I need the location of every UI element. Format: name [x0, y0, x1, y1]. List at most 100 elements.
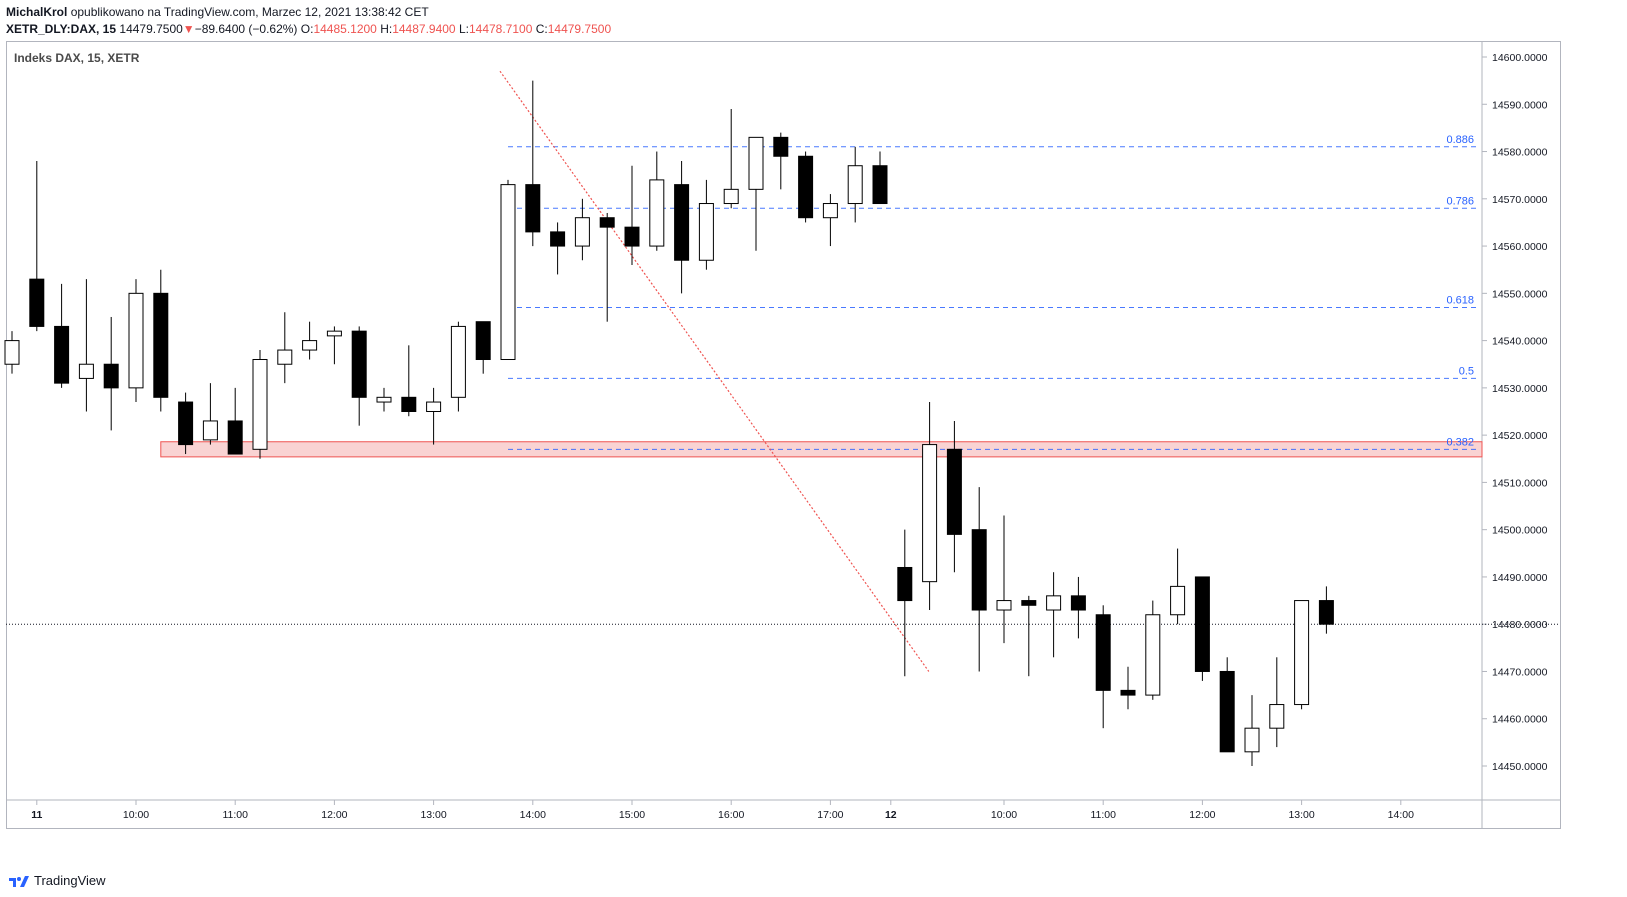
candle-body-bullish[interactable] [1145, 614, 1161, 696]
candle-body-bearish[interactable] [550, 231, 566, 247]
candle-body-bearish[interactable] [624, 226, 640, 247]
y-tick-label: 14490.0000 [1492, 572, 1548, 584]
candle-body-bullish[interactable] [1170, 585, 1186, 616]
y-tick-label: 14510.0000 [1492, 477, 1548, 489]
candle-body-bearish[interactable] [54, 325, 70, 384]
candle-body-bullish[interactable] [302, 340, 318, 351]
low-label: L: [458, 22, 469, 36]
candle-body-bearish[interactable] [351, 330, 367, 398]
candle-body-bearish[interactable] [674, 184, 690, 261]
author-name[interactable]: MichalKrol [6, 5, 68, 19]
y-tick-label: 14460.0000 [1492, 714, 1548, 726]
candle-body-bearish[interactable] [525, 184, 541, 233]
candle-body-bearish[interactable] [103, 363, 119, 389]
candle-body-bullish[interactable] [426, 401, 442, 412]
candle-body-bullish[interactable] [128, 292, 144, 389]
candle-body-bullish[interactable] [4, 340, 20, 365]
trendline[interactable] [499, 70, 930, 672]
x-tick-label: 13:00 [1288, 809, 1314, 821]
y-tick-label: 14500.0000 [1492, 525, 1548, 537]
candle-body-bearish[interactable] [1095, 614, 1111, 691]
fib-level-label: 0.786 [1446, 195, 1474, 207]
candle-body-bearish[interactable] [29, 278, 45, 327]
tradingview-logo[interactable]: TradingView [8, 873, 106, 888]
candle-body-bearish[interactable] [946, 448, 962, 535]
candle-body-bearish[interactable] [971, 529, 987, 611]
publish-date: opublikowano na TradingView.com, Marzec … [70, 5, 429, 19]
ohlc-legend: XETR_DLY:DAX, 15 14479.7500▼−89.6400 (−0… [6, 22, 611, 36]
candle-body-bullish[interactable] [500, 184, 516, 361]
candle-body-bearish[interactable] [599, 217, 615, 228]
x-tick-label: 14:00 [520, 809, 546, 821]
x-tick-label: 12 [885, 809, 897, 821]
candle-body-bearish[interactable] [1070, 595, 1086, 611]
candle-body-bearish[interactable] [773, 136, 789, 157]
candle-body-bullish[interactable] [822, 203, 838, 219]
candle-body-bullish[interactable] [326, 330, 342, 337]
candle-body-bearish[interactable] [475, 321, 491, 361]
high-value: 14487.9400 [392, 22, 456, 36]
candle-body-bullish[interactable] [723, 188, 739, 205]
candle-body-bullish[interactable] [450, 325, 466, 398]
x-tick-label: 12:00 [1189, 809, 1215, 821]
fib-level-label: 0.618 [1446, 295, 1474, 307]
candle-body-bullish[interactable] [922, 444, 938, 583]
brand-name: TradingView [34, 873, 106, 888]
candle-body-bearish[interactable] [798, 155, 814, 219]
candle-body-bullish[interactable] [649, 179, 665, 247]
candle-body-bearish[interactable] [1318, 600, 1334, 625]
candle-body-bullish[interactable] [1244, 727, 1260, 753]
chart-frame [6, 41, 1561, 829]
candle-body-bullish[interactable] [574, 217, 590, 247]
y-tick-label: 14520.0000 [1492, 430, 1548, 442]
fib-level-label: 0.886 [1446, 134, 1474, 146]
candle-body-bullish[interactable] [78, 363, 94, 379]
candle-body-bearish[interactable] [1021, 600, 1037, 606]
candle-body-bullish[interactable] [277, 349, 293, 365]
y-tick-label: 14470.0000 [1492, 666, 1548, 678]
y-tick-label: 14570.0000 [1492, 194, 1548, 206]
candle-body-bearish[interactable] [897, 566, 913, 602]
close-value: 14479.7500 [547, 22, 612, 36]
candle-body-bearish[interactable] [227, 420, 243, 455]
y-tick-label: 14600.0000 [1492, 52, 1548, 64]
candle-body-bearish[interactable] [178, 401, 194, 446]
candle-body-bullish[interactable] [748, 136, 764, 190]
candle-body-bullish[interactable] [1294, 600, 1310, 706]
y-tick-label: 14550.0000 [1492, 288, 1548, 300]
support-zone[interactable] [160, 441, 1483, 458]
low-value: 14478.7100 [468, 22, 533, 36]
fib-level-label: 0.382 [1446, 436, 1474, 448]
candle-body-bullish[interactable] [698, 203, 714, 261]
candle-body-bearish[interactable] [401, 396, 417, 413]
x-tick-label: 10:00 [991, 809, 1017, 821]
y-tick-label: 14530.0000 [1492, 383, 1548, 395]
publish-info: MichalKrol opublikowano na TradingView.c… [6, 5, 429, 19]
candle-body-bearish[interactable] [153, 292, 169, 398]
candle-body-bullish[interactable] [376, 396, 392, 403]
x-tick-label: 17:00 [817, 809, 843, 821]
candle-body-bearish[interactable] [1219, 670, 1235, 753]
x-tick-label: 14:00 [1388, 809, 1414, 821]
tradingview-logo-icon [8, 874, 30, 888]
candle-body-bullish[interactable] [996, 600, 1012, 611]
candle-body-bullish[interactable] [202, 420, 218, 441]
x-tick-label: 16:00 [718, 809, 744, 821]
candle-body-bullish[interactable] [1046, 595, 1062, 611]
open-label: O: [300, 22, 314, 36]
y-tick-label: 14480.0000 [1492, 619, 1548, 631]
down-arrow-icon: ▼ [182, 22, 195, 36]
candle-body-bullish[interactable] [847, 165, 863, 205]
x-tick-label: 11 [31, 809, 42, 821]
candle-body-bearish[interactable] [1194, 576, 1210, 672]
x-tick-label: 13:00 [420, 809, 446, 821]
y-tick-label: 14560.0000 [1492, 241, 1548, 253]
candle-body-bearish[interactable] [1120, 689, 1136, 696]
symbol-label: XETR_DLY:DAX, 15 [6, 22, 117, 36]
candle-body-bullish[interactable] [252, 359, 268, 450]
candle-body-bearish[interactable] [872, 165, 888, 205]
x-tick-label: 11:00 [222, 809, 248, 821]
candle-body-bullish[interactable] [1269, 704, 1285, 729]
y-tick-label: 14590.0000 [1492, 99, 1548, 111]
